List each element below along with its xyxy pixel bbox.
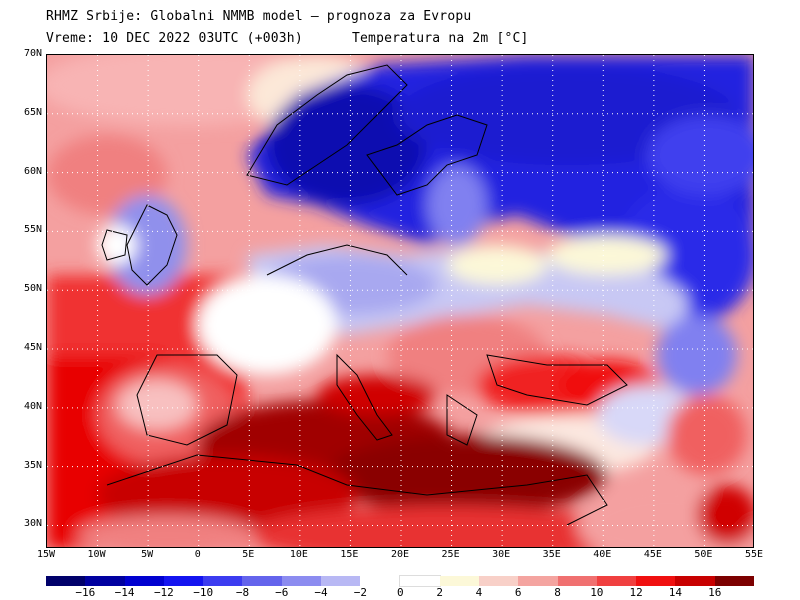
lon-label: 30E bbox=[492, 549, 511, 560]
lon-label: 15W bbox=[36, 549, 56, 560]
colorbar-swatch bbox=[399, 575, 441, 587]
colorbar-swatch bbox=[714, 576, 754, 586]
colorbar-swatch bbox=[46, 576, 86, 586]
colorbar-label: −10 bbox=[193, 586, 214, 599]
colorbar-label: 10 bbox=[590, 586, 604, 599]
lon-label: 55E bbox=[744, 549, 764, 560]
colorbar-label: −12 bbox=[153, 586, 174, 599]
lat-label: 50N bbox=[23, 283, 42, 295]
colorbar-swatch bbox=[203, 576, 243, 586]
lon-label: 20E bbox=[390, 549, 410, 560]
colorbar-label: −6 bbox=[275, 586, 289, 599]
valid-time: Vreme: 10 DEC 2022 03UTC (+003h) bbox=[46, 31, 303, 46]
colorbar-swatch bbox=[557, 576, 597, 586]
colorbar bbox=[46, 575, 754, 587]
gridlines bbox=[47, 55, 753, 547]
lon-label: 35E bbox=[542, 549, 561, 560]
lat-label: 40N bbox=[23, 400, 42, 412]
colorbar-swatch bbox=[85, 576, 125, 586]
colorbar-label: −8 bbox=[235, 586, 250, 599]
variable-label: Temperatura na 2m [°C] bbox=[352, 31, 529, 46]
colorbar-swatch bbox=[636, 576, 676, 586]
lon-label: 50E bbox=[694, 549, 713, 560]
lon-label: 10W bbox=[87, 549, 106, 560]
colorbar-swatch bbox=[163, 576, 204, 586]
colorbar-swatch bbox=[478, 576, 519, 586]
chart-title: RHMZ Srbije: Globalni NMMB model — progn… bbox=[46, 9, 472, 24]
colorbar-label: −14 bbox=[114, 586, 135, 599]
lon-label: 10E bbox=[289, 549, 308, 560]
colorbar-swatch bbox=[518, 576, 558, 586]
colorbar-swatch bbox=[675, 576, 715, 586]
lon-label: 0 bbox=[194, 549, 201, 560]
temperature-map bbox=[46, 54, 754, 548]
colorbar-label: 0 bbox=[397, 586, 404, 599]
colorbar-swatch bbox=[321, 576, 361, 586]
lon-label: 25E bbox=[441, 549, 460, 560]
colorbar-label: 6 bbox=[514, 586, 522, 599]
lat-label: 35N bbox=[23, 459, 42, 471]
lat-label: 70N bbox=[23, 48, 42, 59]
lat-label: 60N bbox=[23, 165, 42, 177]
lon-label: 15E bbox=[340, 549, 359, 560]
lon-label: 5W bbox=[141, 549, 154, 560]
lat-label: 65N bbox=[23, 106, 42, 118]
colorbar-label: 12 bbox=[629, 586, 643, 599]
colorbar-swatch bbox=[281, 576, 322, 586]
colorbar-label: 14 bbox=[668, 586, 683, 599]
colorbar-label: 4 bbox=[475, 586, 483, 599]
colorbar-label: −16 bbox=[75, 586, 96, 599]
colorbar-label: −2 bbox=[353, 586, 367, 599]
colorbar-swatch bbox=[124, 576, 164, 586]
lat-label: 45N bbox=[23, 342, 42, 354]
map-canvas bbox=[47, 55, 753, 547]
lon-label: 40E bbox=[593, 549, 612, 560]
colorbar-label: 8 bbox=[554, 586, 561, 599]
coastlines bbox=[101, 64, 628, 526]
lat-label: 55N bbox=[23, 224, 42, 236]
lon-label: 45E bbox=[643, 549, 662, 560]
colorbar-label: 2 bbox=[436, 586, 443, 599]
colorbar-label: 16 bbox=[708, 586, 722, 599]
colorbar-swatch bbox=[242, 576, 282, 586]
lon-label: 5E bbox=[242, 549, 255, 560]
lat-label: 30N bbox=[23, 518, 42, 530]
colorbar-swatch bbox=[596, 576, 637, 586]
colorbar-swatch bbox=[439, 576, 479, 586]
colorbar-label: −4 bbox=[314, 586, 328, 599]
